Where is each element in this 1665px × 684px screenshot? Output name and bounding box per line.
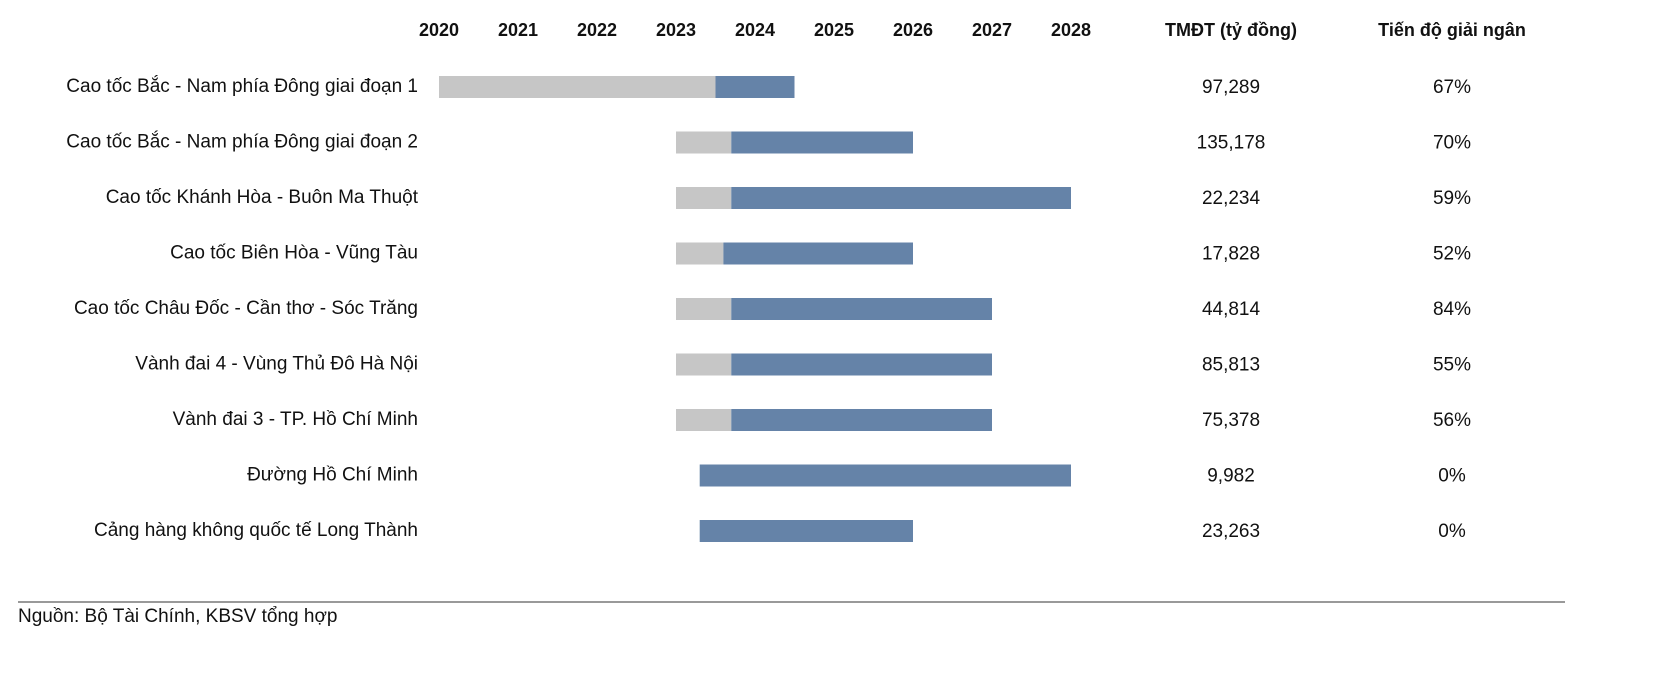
bar-segment xyxy=(731,187,1071,209)
bar-segment xyxy=(676,187,732,209)
category-label: Cao tốc Biên Hòa - Vũng Tàu xyxy=(170,243,418,264)
bar-segment xyxy=(676,409,732,431)
bar-segment xyxy=(731,298,992,320)
table-cell: 135,178 xyxy=(1197,133,1266,154)
bar-segment xyxy=(676,353,732,376)
x-tick-label: 2023 xyxy=(656,20,696,40)
bar-segment xyxy=(699,464,1071,487)
category-label: Cao tốc Bắc - Nam phía Đông giai đoạn 1 xyxy=(66,75,418,97)
bar-segment xyxy=(715,76,795,98)
x-tick-label: 2022 xyxy=(577,20,617,40)
category-label: Đường Hồ Chí Minh xyxy=(247,465,418,486)
table-cell: 23,263 xyxy=(1202,521,1260,542)
x-tick-label: 2028 xyxy=(1051,20,1091,40)
bar-segment xyxy=(723,242,913,265)
bar-segment xyxy=(699,520,913,542)
table-cell: 97,289 xyxy=(1202,77,1260,98)
x-tick-label: 2024 xyxy=(735,20,775,40)
x-tick-label: 2027 xyxy=(972,20,1012,40)
x-tick-label: 2026 xyxy=(893,20,933,40)
x-tick-label: 2025 xyxy=(814,20,854,40)
category-label: Vành đai 3 - TP. Hồ Chí Minh xyxy=(173,409,418,430)
table-cell: 55% xyxy=(1433,355,1471,376)
table-cell: 0% xyxy=(1438,521,1466,542)
table-cell: 22,234 xyxy=(1202,188,1261,209)
x-tick-label: 2021 xyxy=(498,20,538,40)
bar-segment xyxy=(731,353,992,376)
table-cell: 67% xyxy=(1433,77,1471,98)
table-cell: 70% xyxy=(1433,133,1471,154)
column-header: Tiến độ giải ngân xyxy=(1378,20,1526,40)
bar-segment xyxy=(676,131,732,154)
category-label: Cao tốc Châu Đốc - Cần thơ - Sóc Trăng xyxy=(74,298,418,319)
source: Nguồn: Bộ Tài Chính, KBSV tổng hợp xyxy=(18,606,337,627)
bar-segment xyxy=(676,298,732,320)
x-tick-label: 2020 xyxy=(419,20,459,40)
category-label: Cao tốc Bắc - Nam phía Đông giai đoạn 2 xyxy=(66,131,418,153)
table-cell: 85,813 xyxy=(1202,355,1260,376)
table-cell: 0% xyxy=(1438,466,1466,487)
table-cell: 75,378 xyxy=(1202,410,1260,431)
bar-segment xyxy=(439,76,716,98)
bar-segment xyxy=(731,409,992,431)
table-cell: 84% xyxy=(1433,299,1471,320)
table-cell: 52% xyxy=(1433,244,1471,265)
category-label: Vành đai 4 - Vùng Thủ Đô Hà Nội xyxy=(135,354,418,375)
category-label: Cao tốc Khánh Hòa - Buôn Ma Thuột xyxy=(106,187,419,208)
table-cell: 17,828 xyxy=(1202,244,1260,265)
table-cell: 56% xyxy=(1433,410,1471,431)
column-header: TMĐT (tỷ đồng) xyxy=(1165,20,1297,40)
table-cell: 9,982 xyxy=(1207,466,1255,487)
category-label: Cảng hàng không quốc tế Long Thành xyxy=(94,520,418,541)
bar-segment xyxy=(676,242,724,265)
table-cell: 44,814 xyxy=(1202,299,1261,320)
table-cell: 59% xyxy=(1433,188,1471,209)
bar-segment xyxy=(731,131,913,154)
